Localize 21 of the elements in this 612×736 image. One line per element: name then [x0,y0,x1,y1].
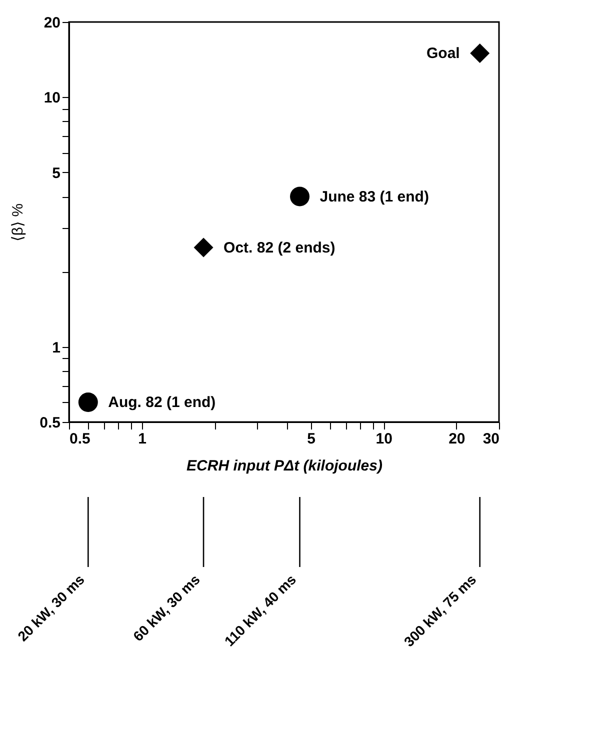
text: 20 kW, 30 ms [14,571,88,644]
x-tick-label: 10 [376,430,392,448]
y-tick-label: 0.5 [40,414,60,432]
y-tick-label: 20 [44,14,60,32]
annotation: Goal [426,45,460,62]
text: 110 kW, 40 ms [221,571,300,650]
y-tick-label: 10 [44,90,60,107]
x-axis-title: ECRH input PΔt (kilojoules) [186,458,382,474]
annotation: June 83 (1 end) [320,188,429,206]
text: 60 kW, 30 ms [130,571,203,644]
annotation: Aug. 82 (1 end) [108,394,216,412]
x-tick-label: 20 [448,430,466,448]
text: 300 kW, 75 ms [400,571,480,650]
x-tick-label: 0.5 [70,430,90,448]
y-tick-label: 1 [52,339,60,356]
y-axis-title: ⟨β⟩ % [10,203,27,242]
y-tick-label: 5 [52,164,60,182]
x-tick-label: 5 [307,430,316,448]
x-tick-label: 30 [482,430,500,448]
x-tick-label: 1 [138,430,146,448]
annotation: Oct. 82 (2 ends) [224,239,336,256]
